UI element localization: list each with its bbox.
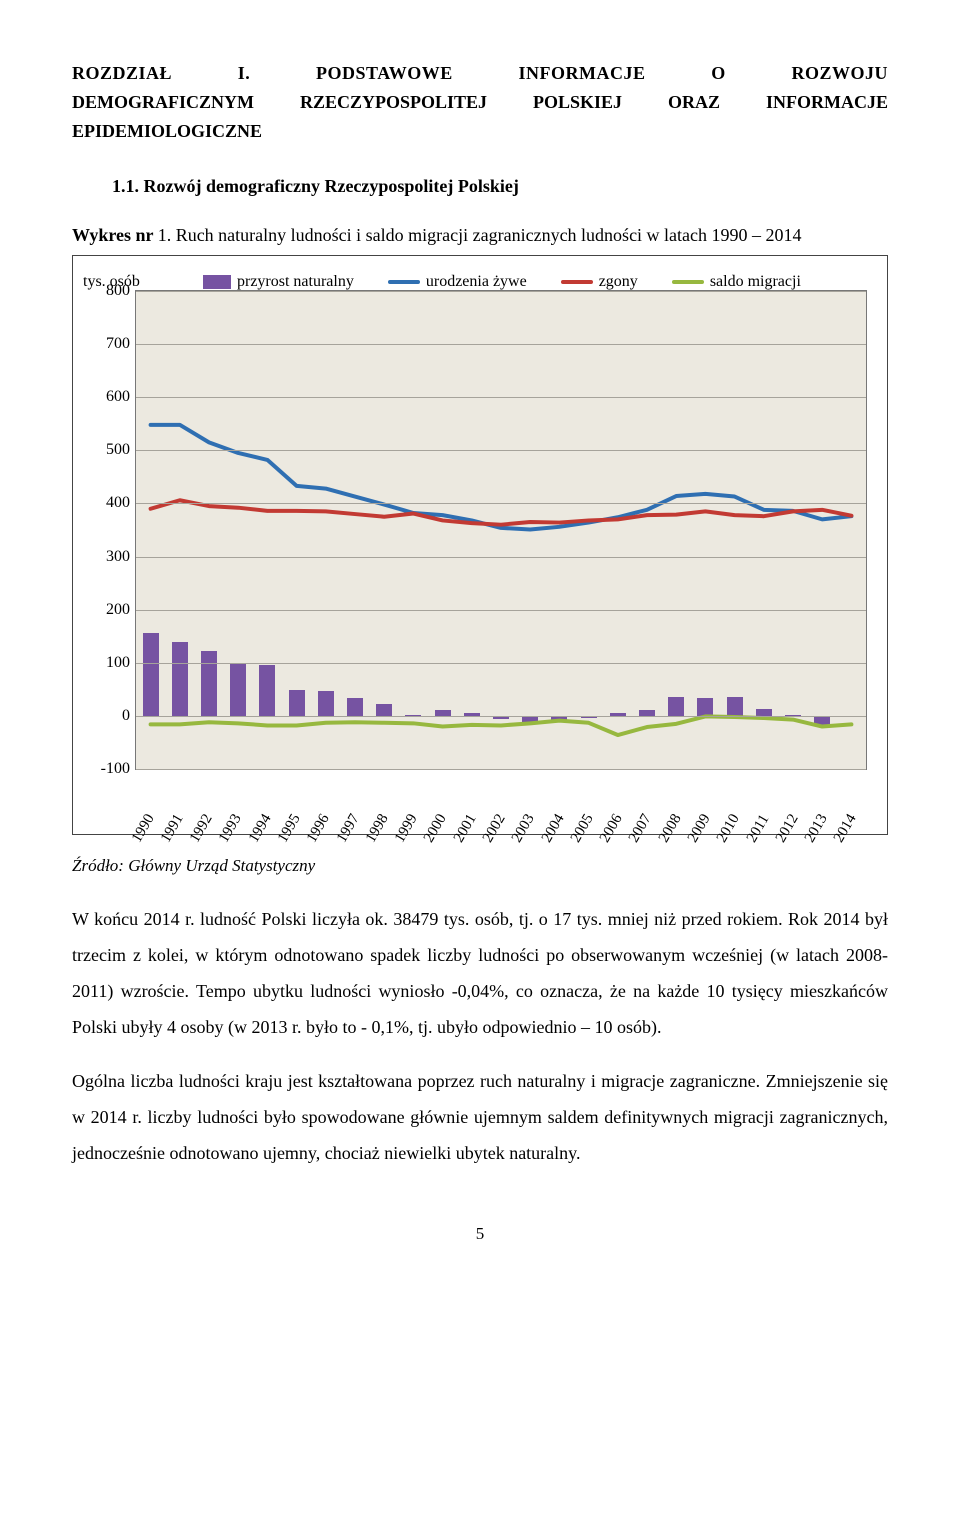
bar xyxy=(318,691,334,715)
chapter-title-line1: ROZDZIAŁ I. PODSTAWOWE INFORMACJE O ROZW… xyxy=(72,60,888,87)
x-tick-label: 1996 xyxy=(302,809,336,846)
gridline xyxy=(136,397,866,398)
x-tick-label: 2005 xyxy=(565,809,599,846)
chart-frame: tys. osób przyrost naturalnyurodzenia ży… xyxy=(72,255,888,835)
x-tick-label: 1995 xyxy=(272,809,306,846)
x-tick-label: 2012 xyxy=(770,809,804,846)
gridline xyxy=(136,291,866,292)
bar xyxy=(727,697,743,716)
bar xyxy=(522,716,538,723)
x-tick-label: 1991 xyxy=(155,809,189,846)
chart-plot-area: -1000100200300400500600700800 xyxy=(135,290,867,770)
y-tick-label: 400 xyxy=(92,491,130,515)
x-tick-label: 1999 xyxy=(389,809,423,846)
bar xyxy=(697,698,713,716)
figure-label: Wykres nr 1. Ruch naturalny ludności i s… xyxy=(72,222,888,249)
x-tick-label: 2010 xyxy=(711,809,745,846)
x-tick-label: 1998 xyxy=(360,809,394,846)
chapter-title-line2: DEMOGRAFICZNYM RZECZYPOSPOLITEJ POLSKIEJ… xyxy=(72,89,888,116)
gridline xyxy=(136,503,866,504)
line-swatch-icon xyxy=(672,280,704,284)
section-title: 1.1. Rozwój demograficzny Rzeczypospolit… xyxy=(72,173,888,200)
bar xyxy=(756,709,772,716)
y-tick-label: 200 xyxy=(92,598,130,622)
bar xyxy=(259,665,275,715)
page-number: 5 xyxy=(72,1221,888,1247)
bar xyxy=(376,704,392,716)
bar xyxy=(172,642,188,716)
bar xyxy=(230,663,246,716)
x-tick-label: 2009 xyxy=(682,809,716,846)
body-paragraph-2: Ogólna liczba ludności kraju jest kształ… xyxy=(72,1063,888,1171)
x-tick-label: 2001 xyxy=(448,809,482,846)
y-tick-label: 700 xyxy=(92,332,130,356)
x-tick-label: 2006 xyxy=(594,809,628,846)
gridline xyxy=(136,716,866,717)
y-tick-label: 300 xyxy=(92,545,130,569)
chapter-title-line3: EPIDEMIOLOGICZNE xyxy=(72,118,888,145)
bar xyxy=(289,690,305,715)
gridline xyxy=(136,450,866,451)
y-tick-label: -100 xyxy=(92,757,130,781)
x-tick-label: 2000 xyxy=(419,809,453,846)
x-tick-label: 2011 xyxy=(741,810,775,847)
x-tick-label: 2003 xyxy=(507,809,541,846)
figure-number: 1. xyxy=(158,225,172,245)
gridline xyxy=(136,344,866,345)
bars-layer xyxy=(136,291,866,769)
x-tick-label: 1994 xyxy=(243,809,277,846)
y-tick-label: 800 xyxy=(92,279,130,303)
figure-caption: Ruch naturalny ludności i saldo migracji… xyxy=(176,225,802,245)
figure-label-prefix: Wykres nr xyxy=(72,225,158,245)
gridline xyxy=(136,663,866,664)
x-tick-label: 2004 xyxy=(536,809,570,846)
x-tick-label: 1992 xyxy=(184,809,218,846)
body-paragraph-1: W końcu 2014 r. ludność Polski liczyła o… xyxy=(72,901,888,1045)
y-tick-label: 500 xyxy=(92,438,130,462)
x-tick-label: 1990 xyxy=(126,809,160,846)
x-tick-label: 2013 xyxy=(799,809,833,846)
y-tick-label: 0 xyxy=(92,704,130,728)
line-swatch-icon xyxy=(561,280,593,284)
gridline xyxy=(136,610,866,611)
gridline xyxy=(136,557,866,558)
bar xyxy=(668,697,684,716)
x-tick-label: 1997 xyxy=(331,809,365,846)
bar-swatch-icon xyxy=(203,275,231,289)
figure-source: Źródło: Główny Urząd Statystyczny xyxy=(72,853,888,879)
x-tick-label: 2002 xyxy=(477,809,511,846)
x-axis-labels: 1990199119921993199419951996199719981999… xyxy=(135,774,867,828)
gridline xyxy=(136,769,866,770)
x-tick-label: 2007 xyxy=(624,809,658,846)
x-tick-label: 2014 xyxy=(829,809,863,846)
x-tick-label: 2008 xyxy=(653,809,687,846)
y-tick-label: 600 xyxy=(92,385,130,409)
x-tick-label: 1993 xyxy=(214,809,248,846)
y-tick-label: 100 xyxy=(92,651,130,675)
bar xyxy=(143,633,159,716)
bar xyxy=(201,651,217,716)
bar xyxy=(347,698,363,716)
line-swatch-icon xyxy=(388,280,420,284)
bar xyxy=(814,716,830,726)
